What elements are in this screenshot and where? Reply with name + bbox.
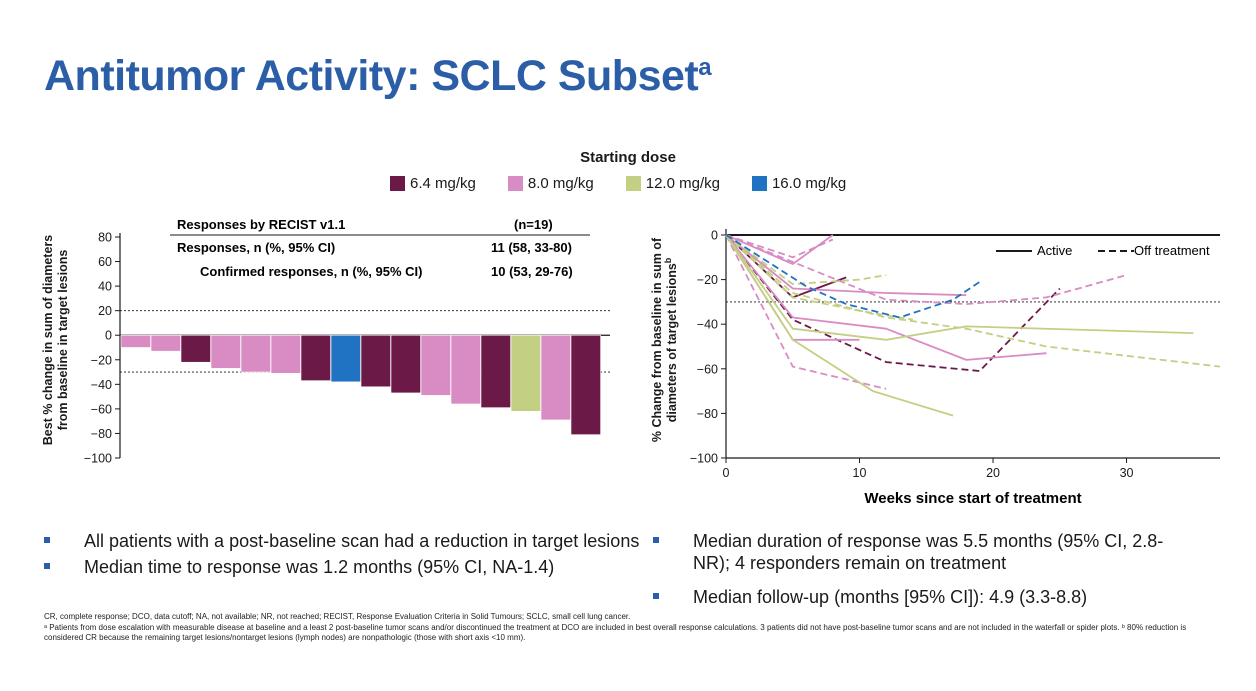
dose-legend: 6.4 mg/kg 8.0 mg/kg 12.0 mg/kg 16.0 mg/k… bbox=[390, 175, 878, 192]
legend-swatch bbox=[625, 176, 641, 191]
spider-series-line bbox=[725, 234, 981, 319]
bullet-item: All patients with a post-baseline scan h… bbox=[44, 530, 644, 552]
waterfall-bar bbox=[480, 334, 511, 408]
spider-y-tick-label: 0 bbox=[711, 229, 718, 243]
left-bullets: All patients with a post-baseline scan h… bbox=[44, 530, 644, 582]
spider-x-label: Weeks since start of treatment bbox=[864, 490, 1081, 507]
spider-series-line bbox=[725, 234, 887, 390]
legend-swatch bbox=[751, 176, 767, 191]
confirmed-row-label: Confirmed responses, n (%, 95% CI) bbox=[200, 264, 423, 279]
legend-item-8-0: 8.0 mg/kg bbox=[507, 175, 594, 192]
spider-x-tick-label: 10 bbox=[853, 466, 867, 480]
spider-series-line bbox=[725, 234, 1047, 361]
spider-y-tick-label: −80 bbox=[697, 407, 718, 421]
waterfall-bar bbox=[210, 334, 241, 369]
legend-swatch bbox=[390, 176, 405, 191]
bullet-marker bbox=[44, 563, 50, 569]
waterfall-y-label-line1: Best % change in sum of diameters bbox=[41, 235, 55, 446]
spider-y-tick-label: −100 bbox=[690, 452, 718, 466]
off-treatment-legend-label: Off treatment bbox=[1134, 243, 1210, 258]
waterfall-bar bbox=[300, 334, 331, 381]
spider-x-tick-label: 0 bbox=[723, 466, 730, 480]
waterfall-y-tick-label: 0 bbox=[105, 329, 112, 343]
bullet-marker bbox=[44, 537, 50, 543]
response-table-header: Responses by RECIST v1.1 bbox=[177, 217, 345, 232]
waterfall-bar bbox=[540, 334, 571, 421]
response-table-n: (n=19) bbox=[514, 217, 553, 232]
legend-label: 6.4 mg/kg bbox=[410, 175, 476, 192]
spider-legend: Active Off treatment bbox=[996, 243, 1210, 258]
bullet-text: Median duration of response was 5.5 mont… bbox=[693, 531, 1164, 573]
spider-y-tick-label: −40 bbox=[697, 318, 718, 332]
waterfall-y-label-line2: from baseline in target lesions bbox=[56, 250, 70, 431]
waterfall-y-tick-label: −40 bbox=[91, 378, 112, 392]
legend-swatch bbox=[507, 176, 523, 191]
bullet-text: Median follow-up (months [95% CI]): 4.9 … bbox=[693, 587, 1088, 607]
spider-series-line bbox=[725, 234, 887, 285]
bullet-item: Median duration of response was 5.5 mont… bbox=[653, 530, 1193, 574]
waterfall-y-tick-label: 80 bbox=[98, 231, 112, 245]
waterfall-y-tick-label: 60 bbox=[98, 255, 112, 269]
waterfall-bar bbox=[420, 334, 451, 396]
slide-title: Antitumor Activity: SCLC Subseta bbox=[44, 52, 712, 100]
active-legend-label: Active bbox=[1037, 243, 1072, 258]
spider-x-tick-label: 20 bbox=[986, 466, 1000, 480]
legend-item-12-0: 12.0 mg/kg bbox=[625, 175, 720, 192]
legend-item-16-0: 16.0 mg/kg bbox=[751, 175, 847, 192]
waterfall-y-tick-label: −60 bbox=[91, 402, 112, 416]
footnotes: CR, complete response; DCO, data cutoff;… bbox=[44, 612, 1204, 644]
confirmed-row-value: 10 (53, 29-76) bbox=[491, 264, 573, 279]
spider-series-line bbox=[725, 234, 954, 417]
waterfall-bar bbox=[450, 334, 481, 405]
legend-item-6-4: 6.4 mg/kg bbox=[390, 175, 476, 192]
spider-y-tick-label: −60 bbox=[697, 362, 718, 376]
right-bullets: Median duration of response was 5.5 mont… bbox=[653, 530, 1193, 612]
waterfall-y-tick-label: −100 bbox=[84, 452, 112, 466]
bullet-marker bbox=[653, 593, 659, 599]
waterfall-chart: 80 60 40 20 0 −20 −40 −60 −80 −100 Best % change … bbox=[41, 217, 610, 466]
waterfall-bar bbox=[150, 334, 181, 352]
waterfall-bar bbox=[510, 334, 541, 412]
spider-series-line bbox=[725, 234, 967, 297]
spider-plot: 0 −20 −40 −60 −80 −100 0 10 20 30 % Change from b… bbox=[650, 229, 1221, 507]
waterfall-bar bbox=[360, 334, 391, 388]
waterfall-bar bbox=[330, 334, 361, 383]
title-superscript: a bbox=[698, 54, 712, 81]
spider-y-label-superscript: b bbox=[663, 257, 673, 263]
spider-y-label-line2: diameters of target lesionsb bbox=[663, 257, 679, 422]
bullet-marker bbox=[653, 537, 659, 543]
spider-y-tick-label: −20 bbox=[697, 273, 718, 287]
waterfall-bar bbox=[240, 334, 271, 373]
spider-series-line bbox=[725, 234, 1194, 341]
bullet-text: All patients with a post-baseline scan h… bbox=[84, 531, 640, 551]
legend-label: 8.0 mg/kg bbox=[527, 175, 594, 192]
spider-series-line bbox=[725, 234, 1221, 368]
waterfall-bar bbox=[570, 334, 601, 435]
waterfall-y-tick-label: 20 bbox=[98, 304, 112, 318]
waterfall-bar bbox=[390, 334, 421, 394]
spider-series-line bbox=[725, 234, 834, 259]
methods-footnote: ᵃ Patients from dose escalation with mea… bbox=[44, 622, 1187, 643]
waterfall-bar bbox=[270, 334, 301, 374]
waterfall-y-tick-label: −80 bbox=[91, 427, 112, 441]
waterfall-bar bbox=[180, 334, 211, 363]
response-row-value: 11 (58, 33-80) bbox=[491, 240, 572, 255]
spider-series-line bbox=[725, 234, 914, 321]
legend-label: 12.0 mg/kg bbox=[645, 175, 720, 192]
bullet-item: Median follow-up (months [95% CI]): 4.9 … bbox=[653, 586, 1193, 608]
spider-series-line bbox=[725, 234, 1127, 305]
legend-label: 16.0 mg/kg bbox=[771, 175, 847, 192]
waterfall-y-tick-label: −20 bbox=[91, 353, 112, 367]
spider-y-label-line1: % Change from baseline in sum of bbox=[650, 237, 664, 442]
legend-title: Starting dose bbox=[580, 149, 676, 166]
waterfall-bar bbox=[120, 334, 151, 348]
abbreviations-footnote: CR, complete response; DCO, data cutoff;… bbox=[44, 612, 631, 621]
spider-x-tick-label: 30 bbox=[1120, 466, 1134, 480]
waterfall-y-tick-label: 40 bbox=[98, 280, 112, 294]
spider-series-line bbox=[725, 234, 1061, 372]
bullet-item: Median time to response was 1.2 months (… bbox=[44, 556, 644, 578]
bullet-text: Median time to response was 1.2 months (… bbox=[84, 557, 555, 577]
response-row-label: Responses, n (%, 95% CI) bbox=[177, 240, 335, 255]
response-table: Responses by RECIST v1.1 (n=19) Response… bbox=[170, 217, 590, 279]
